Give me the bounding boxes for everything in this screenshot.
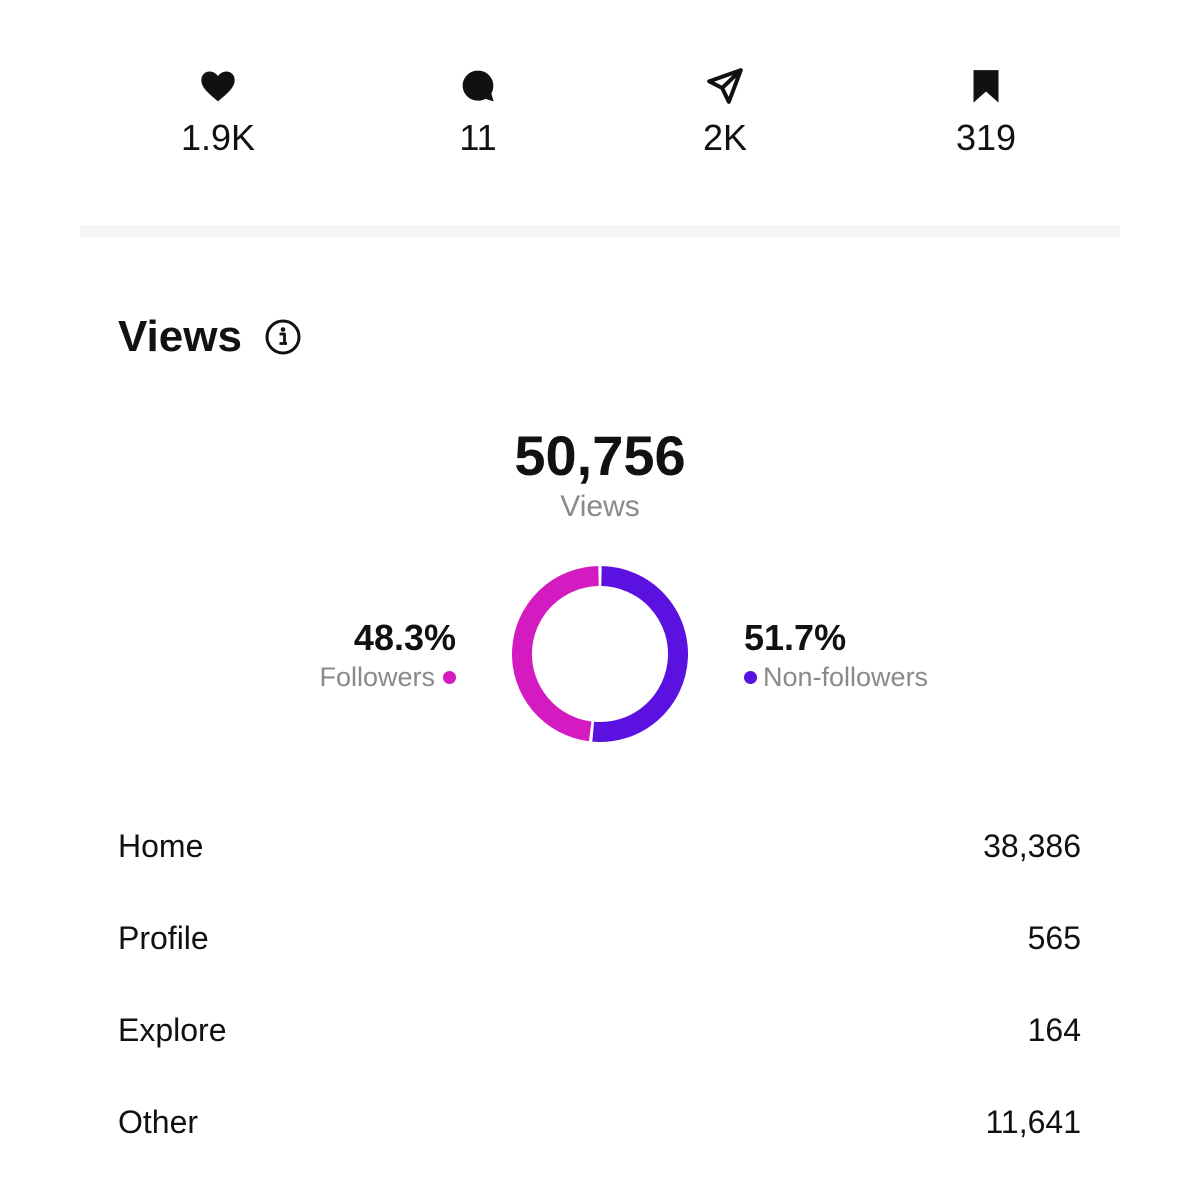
info-icon[interactable] [264,318,302,356]
source-label: Explore [118,1011,227,1048]
non-followers-percentage: 51.7% [744,617,847,658]
followers-percentage: 48.3% [353,617,456,658]
source-value: 11,641 [985,1103,1082,1140]
list-item: Home 38,386 [118,820,1081,872]
followers-legend: 48.3% Followers [319,617,456,695]
list-item: Other 11,641 [118,1096,1081,1148]
saves-stat[interactable]: 319 [906,66,1066,158]
total-views-block: 50,756 Views [0,425,1200,525]
likes-stat[interactable]: 1.9K [138,66,298,158]
source-label: Other [118,1103,199,1140]
heart-icon [198,66,238,106]
source-value: 565 [1027,919,1081,956]
views-title: Views [118,312,242,361]
source-value: 164 [1027,1011,1081,1048]
interaction-stats-row: 1.9K 11 2K 319 [0,66,1200,166]
non-followers-dot [744,670,757,684]
followers-segment [512,566,599,742]
total-views-value: 50,756 [514,424,686,487]
non-followers-legend: 51.7% Non-followers [744,617,928,695]
comments-count: 11 [459,117,497,158]
views-donut-chart [512,566,688,742]
followers-label: Followers [319,662,435,692]
shares-count: 2K [702,117,748,158]
followers-dot [443,670,456,684]
views-header: Views [118,312,302,362]
bookmark-icon [966,66,1006,106]
total-views-label: Views [560,490,640,523]
likes-count: 1.9K [180,117,256,158]
comment-icon [458,66,498,106]
shares-stat[interactable]: 2K [645,66,805,158]
share-icon [705,66,745,106]
source-label: Profile [118,919,209,956]
source-value: 38,386 [983,827,1081,864]
view-sources-list: Home 38,386 Profile 565 Explore 164 Othe… [118,820,1081,1188]
list-item: Explore 164 [118,1004,1081,1056]
saves-count: 319 [955,117,1017,158]
list-item: Profile 565 [118,912,1081,964]
non-followers-segment [592,566,688,742]
section-divider [80,225,1120,237]
source-label: Home [118,827,204,864]
comments-stat[interactable]: 11 [398,66,558,158]
non-followers-label: Non-followers [763,662,929,692]
